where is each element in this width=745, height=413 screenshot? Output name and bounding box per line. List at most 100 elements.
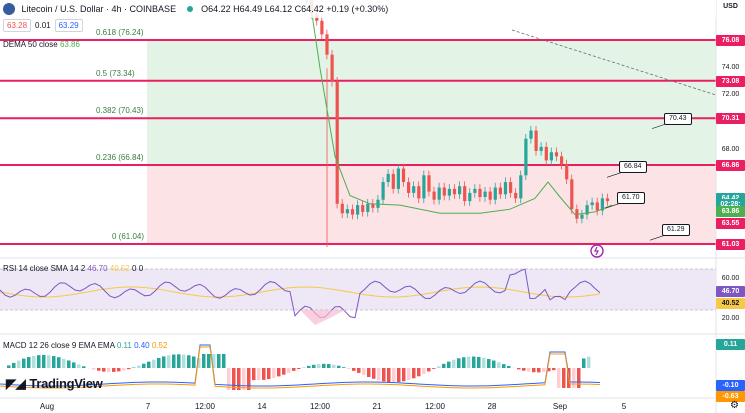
macd-histogram-bar (452, 359, 456, 368)
candle-body (432, 191, 436, 200)
macd-histogram-bar (517, 368, 521, 370)
macd-histogram-bar (457, 358, 461, 368)
macd-histogram-bar (447, 361, 451, 368)
fib-zone-green (147, 40, 716, 166)
candle-body (503, 182, 508, 195)
macd-histogram-bar (202, 354, 206, 368)
dema-legend[interactable]: DEMA 50 close 63.86 (3, 40, 80, 50)
candle-body (483, 191, 487, 197)
candle-body (473, 188, 477, 193)
macd-histogram-bar (302, 367, 306, 368)
macd-legend[interactable]: MACD 12 26 close 9 EMA EMA 0.11 0.40 0.5… (3, 341, 167, 351)
macd-histogram-bar (547, 368, 551, 372)
price-tick: 72.00 (721, 91, 740, 99)
dema-line (309, 0, 613, 216)
macd-histogram-bar (412, 368, 416, 379)
time-tick: 28 (487, 402, 497, 411)
macd-histogram-bar (322, 363, 326, 368)
macd-histogram-bar (177, 354, 181, 368)
rsi-tick-20: 20.00 (721, 315, 740, 322)
macd-histogram-bar (307, 365, 311, 368)
macd-histogram-bar (402, 368, 406, 382)
bid-price[interactable]: 63.28 (3, 19, 32, 32)
macd-histogram-bar (487, 359, 491, 368)
candle-body (325, 34, 329, 55)
macd-histogram-bar (97, 368, 101, 371)
macd-histogram-bar (197, 358, 201, 368)
candle-body (468, 192, 472, 202)
price-tick: 74.00 (721, 64, 740, 72)
macd-histogram-bar (227, 368, 231, 390)
macd-histogram-bar (582, 358, 586, 368)
macd-histogram-bar (207, 354, 211, 368)
macd-histogram-bar (127, 368, 131, 370)
macd-histogram-bar (257, 368, 261, 381)
candle-body (442, 187, 446, 196)
price-callout[interactable]: 66.84 (619, 161, 647, 174)
candle-body (427, 175, 431, 192)
candle-body (452, 188, 457, 195)
currency-label[interactable]: USD (723, 3, 738, 10)
candle-body (437, 187, 441, 200)
tradingview-logo[interactable]: ◤◢ TradingView (6, 376, 103, 392)
macd-histogram-bar (367, 368, 371, 377)
macd-histogram-bar (342, 367, 346, 368)
candle-body (366, 203, 370, 212)
macd-line-value: 0.40 (134, 341, 150, 350)
macd-histogram-bar (347, 368, 351, 369)
symbol-title[interactable]: Litecoin / U.S. Dollar · 4h · COINBASE (21, 4, 177, 14)
macd-histogram-bar (252, 368, 256, 381)
candle-body (534, 130, 538, 151)
macd-histogram-bar (237, 368, 241, 390)
macd-signal-line (0, 346, 601, 389)
candle-body (330, 54, 334, 82)
macd-histogram-bar (507, 366, 511, 368)
macd-histogram-bar (152, 359, 156, 368)
macd-histogram-bar (427, 368, 431, 372)
fib-label-4: 0 (61.04) (112, 232, 145, 242)
candle-body (498, 187, 502, 195)
candle-body (519, 175, 523, 199)
market-status-icon (186, 6, 193, 12)
candle-body (386, 173, 390, 183)
macd-histogram-bar (362, 368, 366, 375)
price-tick: 68.00 (721, 145, 740, 153)
trend-line (511, 29, 717, 96)
settings-gear-icon[interactable]: ⚙ (730, 400, 739, 411)
candle-body (565, 164, 569, 180)
macd-histogram-bar (22, 358, 26, 368)
time-tick: 12:00 (194, 402, 216, 411)
ask-price[interactable]: 63.29 (54, 19, 83, 32)
candle-body (463, 186, 467, 202)
price-badge: 64.42 (716, 193, 745, 205)
price-callout[interactable]: 70.43 (664, 112, 692, 125)
macd-histogram-bar (247, 368, 251, 390)
macd-histogram-bar (242, 368, 246, 390)
dema-value: 63.86 (59, 40, 80, 49)
candle-body (391, 173, 395, 189)
time-tick: Sep (552, 402, 568, 411)
macd-histogram-bar (142, 363, 146, 368)
macd-histogram-bar (47, 355, 51, 368)
rsi-legend[interactable]: RSI 14 close SMA 14 2 46.70 40.52 0 0 (3, 264, 143, 274)
macd-histogram-bar (117, 368, 121, 372)
macd-histogram-bar (532, 368, 536, 373)
price-callout[interactable]: 61.70 (617, 192, 645, 205)
candle-body (320, 20, 324, 35)
candle-body (396, 168, 400, 189)
macd-histogram-bar (12, 362, 16, 368)
macd-histogram-bar (162, 356, 166, 368)
candle-body (595, 202, 599, 211)
macd-histogram-bar (312, 364, 316, 368)
price-callout[interactable]: 61.29 (662, 224, 690, 237)
macd-histogram-bar (407, 368, 411, 381)
candle-body (514, 192, 518, 199)
candle-body (529, 130, 533, 139)
macd-histogram-bar (92, 368, 96, 370)
price-badge: 61.03 (716, 239, 745, 251)
time-tick: 7 (145, 402, 151, 411)
macd-histogram-bar (422, 368, 426, 374)
candle-body (580, 214, 584, 219)
candle-body (524, 138, 528, 176)
